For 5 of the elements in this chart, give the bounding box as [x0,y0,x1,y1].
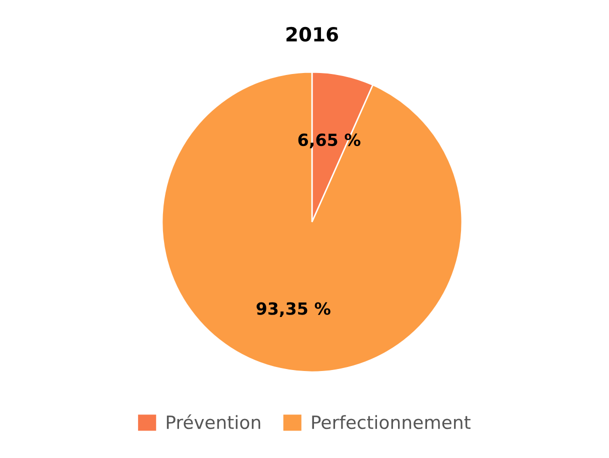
pie-slice [161,71,463,373]
data-label: 93,35 % [256,302,330,318]
legend-label: Perfectionnement [312,415,470,430]
chart-title: 2016 [286,26,338,42]
legend-label: Prévention [166,414,260,430]
